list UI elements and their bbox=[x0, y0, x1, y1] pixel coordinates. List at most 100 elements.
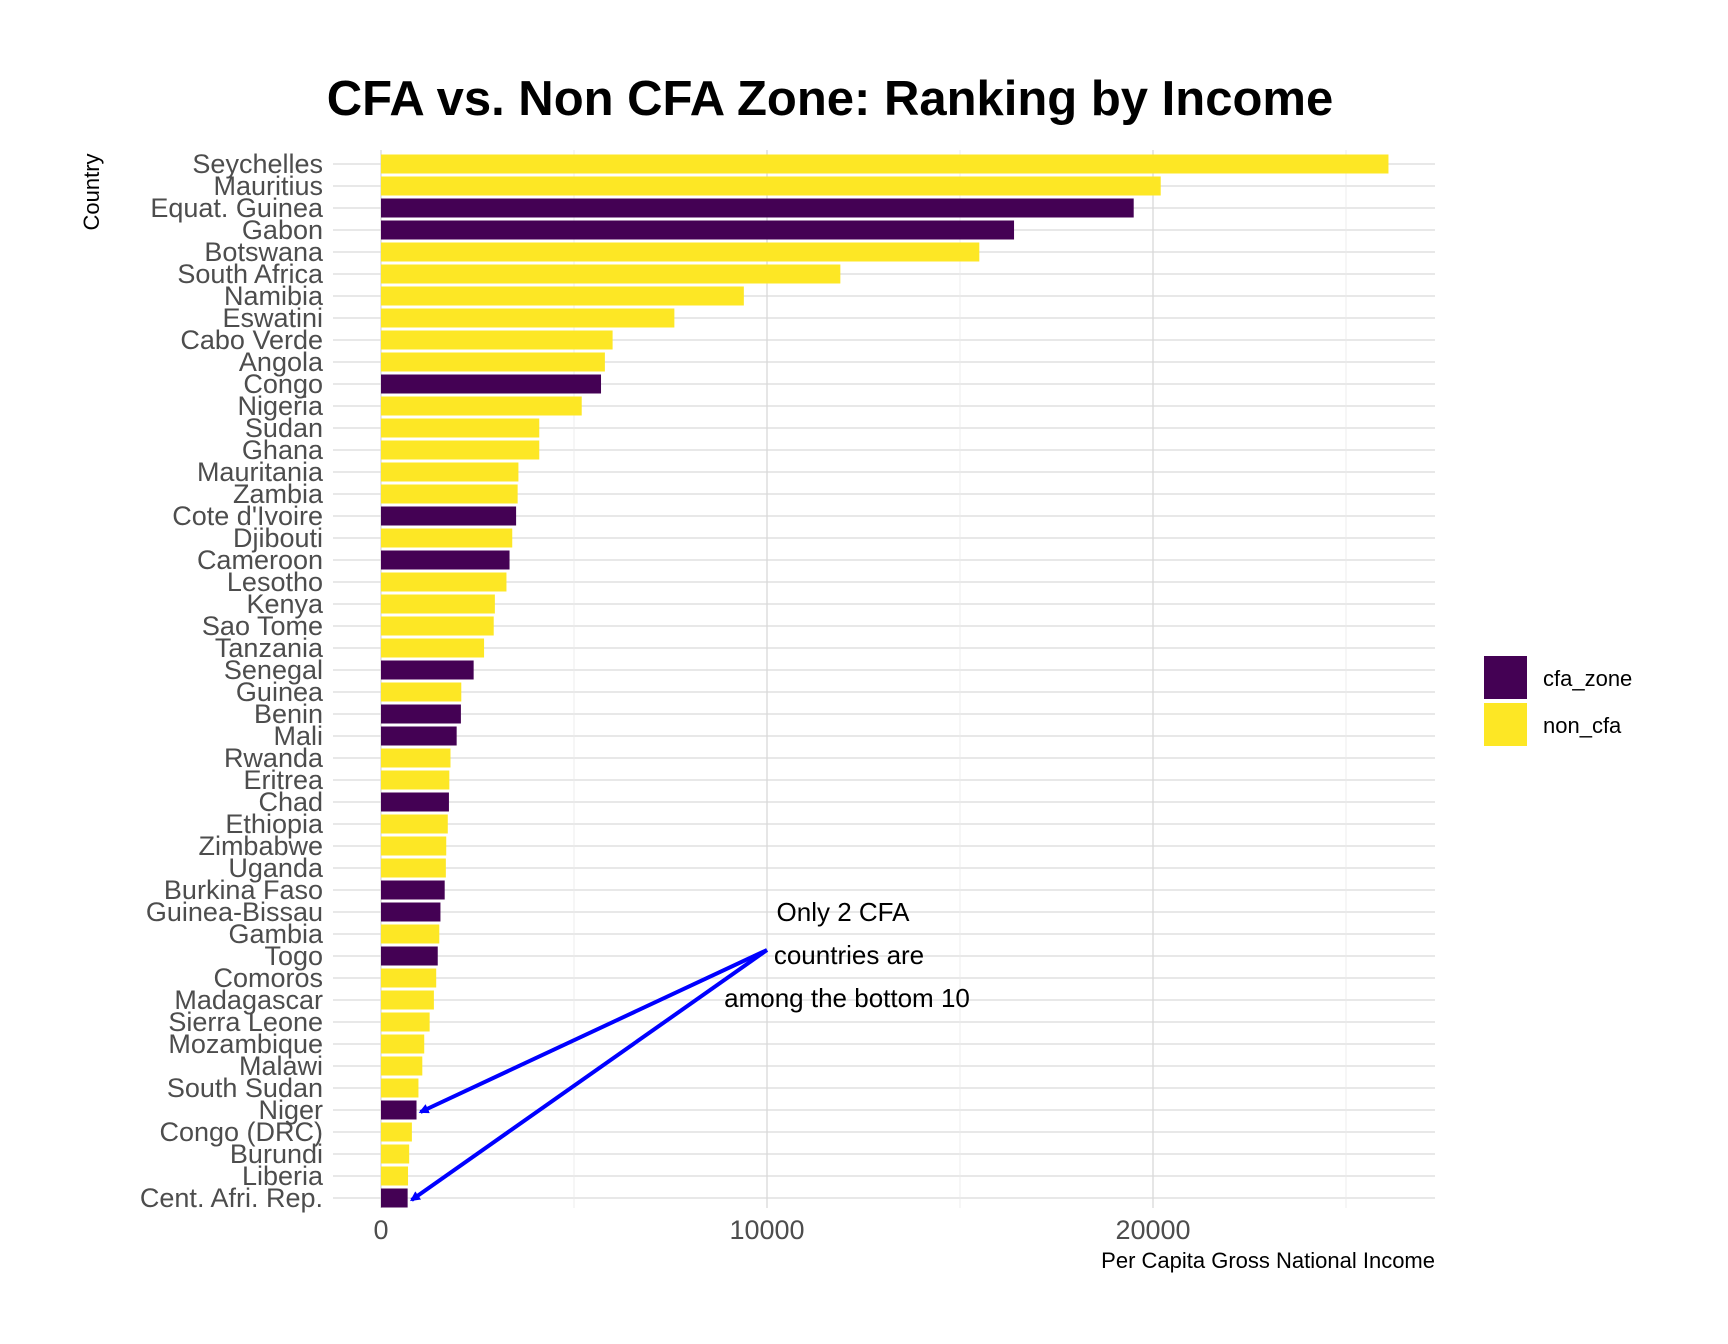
bar-cameroon bbox=[381, 550, 510, 570]
annotation-arrow-cent-afri-rep bbox=[409, 948, 769, 1202]
y-tick-label-djibouti: Djibouti bbox=[233, 523, 323, 553]
bar-angola bbox=[381, 352, 605, 372]
y-tick-label-botswana: Botswana bbox=[204, 237, 324, 267]
bar-congo-drc bbox=[381, 1122, 412, 1142]
bar-south-sudan bbox=[381, 1078, 419, 1098]
bar-burkina-faso bbox=[381, 880, 445, 900]
y-axis-label: Country bbox=[79, 153, 104, 230]
bar-guinea bbox=[381, 682, 462, 702]
bar-mauritania bbox=[381, 462, 519, 482]
y-tick-label-chad: Chad bbox=[258, 787, 323, 817]
y-tick-label-comoros: Comoros bbox=[213, 963, 323, 993]
y-tick-label-seychelles: Seychelles bbox=[192, 149, 323, 179]
bar-equat-guinea bbox=[381, 198, 1134, 218]
y-tick-label-sao-tome: Sao Tome bbox=[202, 611, 323, 641]
x-axis-label: Per Capita Gross National Income bbox=[1101, 1248, 1435, 1273]
bar-liberia bbox=[381, 1166, 409, 1186]
y-tick-label-sudan: Sudan bbox=[245, 413, 323, 443]
bar-zambia bbox=[381, 484, 518, 504]
y-tick-label-namibia: Namibia bbox=[224, 281, 324, 311]
y-tick-label-lesotho: Lesotho bbox=[227, 567, 323, 597]
y-tick-label-kenya: Kenya bbox=[246, 589, 324, 619]
bar-gambia bbox=[381, 924, 440, 944]
bars-group bbox=[381, 154, 1389, 1208]
bar-cote-d-ivoire bbox=[381, 506, 517, 526]
y-tick-label-congo: Congo bbox=[243, 369, 323, 399]
y-tick-label-ethiopia: Ethiopia bbox=[225, 809, 324, 839]
bar-sierra-leone bbox=[381, 1012, 430, 1032]
y-tick-label-malawi: Malawi bbox=[239, 1051, 323, 1081]
y-tick-label-mozambique: Mozambique bbox=[168, 1029, 323, 1059]
bar-cent-afri-rep bbox=[381, 1188, 408, 1208]
y-tick-label-south-sudan: South Sudan bbox=[167, 1073, 323, 1103]
y-tick-label-burundi: Burundi bbox=[230, 1139, 323, 1169]
bar-comoros bbox=[381, 968, 437, 988]
y-tick-label-rwanda: Rwanda bbox=[224, 743, 324, 773]
y-tick-label-niger: Niger bbox=[258, 1095, 323, 1125]
y-tick-label-mauritius: Mauritius bbox=[213, 171, 323, 201]
bar-benin bbox=[381, 704, 461, 724]
bar-ethiopia bbox=[381, 814, 448, 834]
y-tick-label-uganda: Uganda bbox=[228, 853, 324, 883]
bar-burundi bbox=[381, 1144, 410, 1164]
bar-seychelles bbox=[381, 154, 1389, 174]
y-tick-label-senegal: Senegal bbox=[224, 655, 323, 685]
y-tick-label-madagascar: Madagascar bbox=[174, 985, 323, 1015]
bar-rwanda bbox=[381, 748, 451, 768]
y-tick-label-mauritania: Mauritania bbox=[197, 457, 324, 487]
x-tick-label-10000: 10000 bbox=[729, 1215, 804, 1245]
y-tick-label-mali: Mali bbox=[273, 721, 323, 751]
bar-gabon bbox=[381, 220, 1015, 240]
y-tick-label-eritrea: Eritrea bbox=[243, 765, 324, 795]
bar-mali bbox=[381, 726, 457, 746]
chart-title: CFA vs. Non CFA Zone: Ranking by Income bbox=[327, 72, 1333, 126]
legend-label-cfa-zone: cfa_zone bbox=[1543, 666, 1632, 691]
bar-zimbabwe bbox=[381, 836, 447, 856]
annotation-line-3: among the bottom 10 bbox=[724, 983, 970, 1013]
bar-mauritius bbox=[381, 176, 1161, 196]
y-tick-label-liberia: Liberia bbox=[242, 1161, 324, 1191]
y-tick-label-gabon: Gabon bbox=[242, 215, 323, 245]
y-tick-label-ghana: Ghana bbox=[242, 435, 324, 465]
bar-malawi bbox=[381, 1056, 423, 1076]
y-tick-label-south-africa: South Africa bbox=[177, 259, 324, 289]
legend-label-non-cfa: non_cfa bbox=[1543, 713, 1622, 738]
x-tick-label-20000: 20000 bbox=[1115, 1215, 1190, 1245]
y-tick-label-guinea: Guinea bbox=[236, 677, 324, 707]
bar-cabo-verde bbox=[381, 330, 613, 350]
annotation-line-1: Only 2 CFA bbox=[777, 897, 911, 927]
y-tick-label-zambia: Zambia bbox=[233, 479, 324, 509]
bar-kenya bbox=[381, 594, 495, 614]
bar-lesotho bbox=[381, 572, 507, 592]
bar-congo bbox=[381, 374, 602, 394]
y-tick-label-nigeria: Nigeria bbox=[237, 391, 324, 421]
bar-chad bbox=[381, 792, 449, 812]
y-tick-label-zimbabwe: Zimbabwe bbox=[198, 831, 323, 861]
y-tick-label-benin: Benin bbox=[254, 699, 323, 729]
bar-madagascar bbox=[381, 990, 434, 1010]
legend-swatch-non-cfa bbox=[1484, 703, 1527, 746]
y-tick-label-cameroon: Cameroon bbox=[197, 545, 323, 575]
y-tick-label-sierra-leone: Sierra Leone bbox=[168, 1007, 323, 1037]
y-tick-label-gambia: Gambia bbox=[228, 919, 324, 949]
y-tick-label-angola: Angola bbox=[239, 347, 324, 377]
bar-botswana bbox=[381, 242, 980, 262]
bar-guinea-bissau bbox=[381, 902, 441, 922]
bar-eswatini bbox=[381, 308, 675, 328]
bar-nigeria bbox=[381, 396, 582, 416]
x-tick-labels: 0 10000 20000 bbox=[373, 1215, 1190, 1245]
bar-niger bbox=[381, 1100, 417, 1120]
y-tick-label-togo: Togo bbox=[264, 941, 323, 971]
y-tick-label-cabo-verde: Cabo Verde bbox=[180, 325, 323, 355]
y-tick-label-cote-d-ivoire: Cote d'Ivoire bbox=[172, 501, 323, 531]
y-tick-label-guinea-bissau: Guinea-Bissau bbox=[146, 897, 323, 927]
bar-sudan bbox=[381, 418, 540, 438]
bar-mozambique bbox=[381, 1034, 425, 1054]
y-tick-label-burkina-faso: Burkina Faso bbox=[164, 875, 323, 905]
y-tick-label-tanzania: Tanzania bbox=[215, 633, 324, 663]
annotation: Only 2 CFA countries are among the bottom … bbox=[409, 897, 970, 1202]
bar-eritrea bbox=[381, 770, 450, 790]
bar-senegal bbox=[381, 660, 474, 680]
